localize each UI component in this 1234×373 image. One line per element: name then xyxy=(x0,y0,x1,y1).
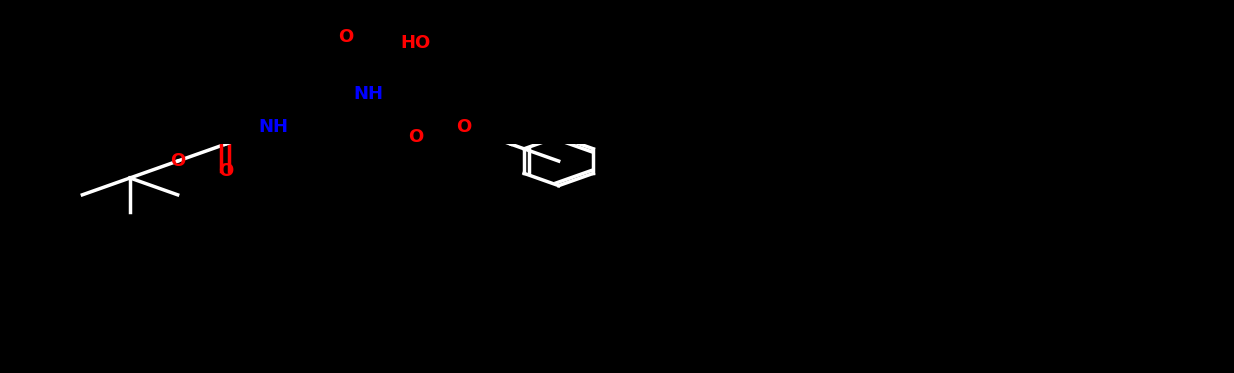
Text: O: O xyxy=(455,118,471,137)
Text: O: O xyxy=(217,162,233,180)
Text: O: O xyxy=(170,152,185,170)
Text: NH: NH xyxy=(258,118,288,137)
Text: O: O xyxy=(338,28,354,46)
Text: O: O xyxy=(408,128,423,147)
Text: NH: NH xyxy=(353,85,383,103)
Text: HO: HO xyxy=(401,34,431,52)
